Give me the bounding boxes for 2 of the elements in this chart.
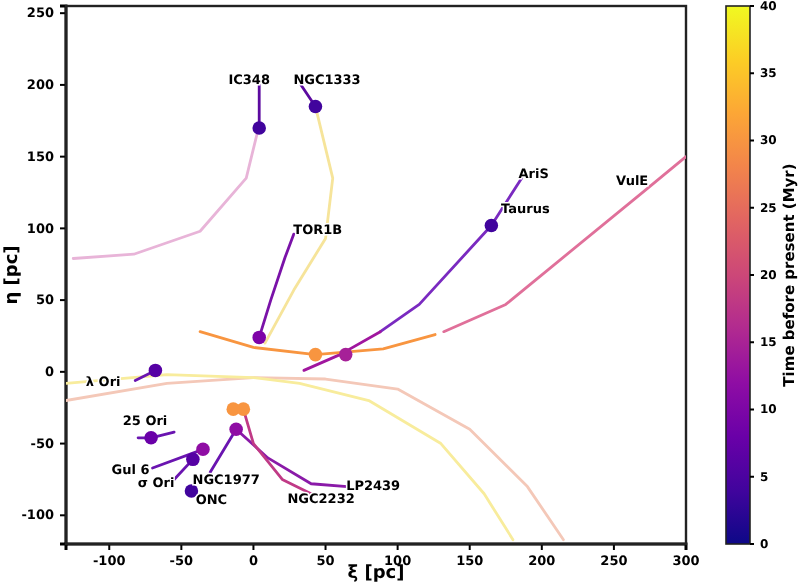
x-axis-title: ξ [pc] [347,564,405,584]
y-axis-title: η [pc] [2,245,23,305]
